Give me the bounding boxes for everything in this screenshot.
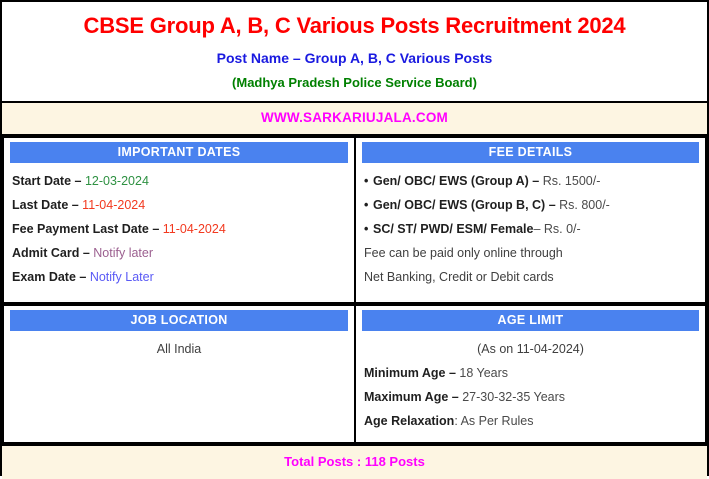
date-label-admit-card: Admit Card – [12, 245, 94, 260]
age-label-relaxation: Age Relaxation [364, 413, 455, 428]
website-url[interactable]: WWW.SARKARIUJALA.COM [261, 109, 448, 125]
age-value-minimum: 18 Years [459, 365, 509, 380]
fee-row-reserved: • SC/ ST/ PWD/ ESM/ Female– Rs. 0/- [364, 217, 697, 241]
title-block: CBSE Group A, B, C Various Posts Recruit… [2, 2, 707, 103]
date-value-exam-date: Notify Later [89, 269, 154, 284]
job-location-cell: JOB LOCATION All India [2, 303, 355, 444]
date-label-exam-date: Exam Date – [12, 269, 90, 284]
page-title: CBSE Group A, B, C Various Posts Recruit… [83, 13, 626, 38]
fee-row-group-bc: • Gen/ OBC/ EWS (Group B, C) – Rs. 800/- [364, 193, 697, 217]
age-row-minimum: Minimum Age – 18 Years [364, 361, 697, 385]
date-label-fee-payment: Fee Payment Last Date – [12, 221, 163, 236]
date-row-admit-card: Admit Card – Notify later [12, 241, 346, 265]
website-banner: WWW.SARKARIUJALA.COM [2, 102, 707, 136]
board-name-subtitle: (Madhya Pradesh Police Service Board) [232, 75, 477, 91]
bullet-icon: • [364, 197, 369, 212]
fee-row-group-a: • Gen/ OBC/ EWS (Group A) – Rs. 1500/- [364, 169, 697, 193]
fee-label-group-bc: Gen/ OBC/ EWS (Group B, C) – [373, 197, 560, 212]
info-grid: IMPORTANT DATES Start Date – 12-03-2024 … [2, 135, 707, 444]
total-posts-footer: Total Posts : 118 Posts [2, 443, 707, 479]
bullet-icon: • [364, 221, 369, 236]
important-dates-header: IMPORTANT DATES [10, 141, 348, 163]
important-dates-body: Start Date – 12-03-2024 Last Date – 11-0… [4, 165, 354, 291]
age-value-relaxation: : As Per Rules [454, 413, 534, 428]
date-value-start: 12-03-2024 [84, 173, 149, 188]
fee-details-body: • Gen/ OBC/ EWS (Group A) – Rs. 1500/- • G… [356, 165, 705, 291]
age-limit-body: (As on 11-04-2024) Minimum Age – 18 Year… [356, 333, 705, 435]
fee-value-reserved: – Rs. 0/- [533, 221, 581, 236]
fee-note-line-1: Fee can be paid only online through [364, 245, 563, 260]
grid-row-bottom: JOB LOCATION All India AGE LIMIT (As on … [2, 303, 707, 444]
age-limit-cell: AGE LIMIT (As on 11-04-2024) Minimum Age… [355, 303, 707, 444]
date-label-start: Start Date – [12, 173, 85, 188]
date-row-last: Last Date – 11-04-2024 [12, 193, 346, 217]
age-row-relaxation: Age Relaxation: As Per Rules [364, 409, 697, 433]
date-row-fee-payment: Fee Payment Last Date – 11-04-2024 [12, 217, 346, 241]
fee-value-group-bc: Rs. 800/- [559, 197, 610, 212]
important-dates-cell: IMPORTANT DATES Start Date – 12-03-2024 … [2, 135, 355, 304]
age-label-minimum: Minimum Age – [364, 365, 460, 380]
fee-note-line-2: Net Banking, Credit or Debit cards [364, 269, 554, 284]
age-limit-as-on: (As on 11-04-2024) [477, 341, 584, 356]
post-name-subtitle: Post Name – Group A, B, C Various Posts [216, 49, 493, 66]
age-label-maximum: Maximum Age – [364, 389, 463, 404]
date-value-admit-card: Notify later [93, 245, 154, 260]
job-location-body: All India [4, 333, 354, 363]
date-value-last: 11-04-2024 [82, 197, 146, 212]
job-location-value: All India [156, 341, 202, 356]
date-label-last: Last Date – [12, 197, 83, 212]
date-row-exam-date: Exam Date – Notify Later [12, 265, 346, 289]
date-row-start: Start Date – 12-03-2024 [12, 169, 346, 193]
age-value-maximum: 27-30-32-35 Years [462, 389, 566, 404]
fee-label-group-a: Gen/ OBC/ EWS (Group A) – [373, 173, 543, 188]
bullet-icon: • [364, 173, 369, 188]
fee-label-reserved: SC/ ST/ PWD/ ESM/ Female [373, 221, 534, 236]
total-posts-text: Total Posts : 118 Posts [284, 453, 425, 469]
date-value-fee-payment: 11-04-2024 [162, 221, 226, 236]
fee-details-cell: FEE DETAILS • Gen/ OBC/ EWS (Group A) – R… [355, 135, 707, 304]
fee-value-group-a: Rs. 1500/- [542, 173, 601, 188]
age-row-maximum: Maximum Age – 27-30-32-35 Years [364, 385, 697, 409]
fee-details-header: FEE DETAILS [362, 141, 699, 163]
grid-row-top: IMPORTANT DATES Start Date – 12-03-2024 … [2, 135, 707, 304]
job-location-header: JOB LOCATION [10, 309, 348, 331]
age-limit-header: AGE LIMIT [362, 309, 699, 331]
